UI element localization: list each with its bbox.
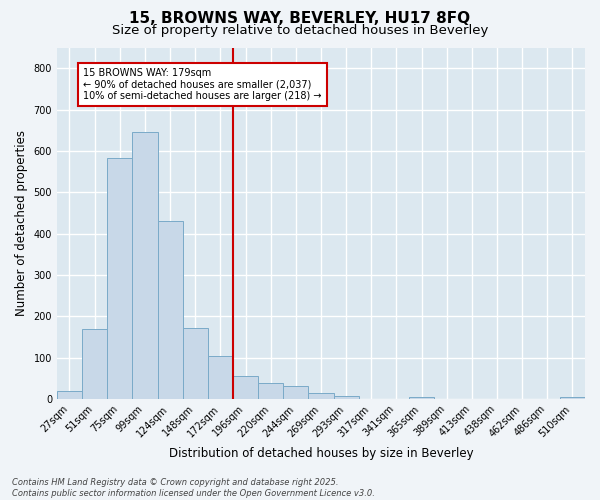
Bar xyxy=(409,397,434,399)
Bar xyxy=(158,221,182,399)
Bar xyxy=(57,390,82,399)
Bar xyxy=(182,328,208,399)
Text: 15 BROWNS WAY: 179sqm
← 90% of detached houses are smaller (2,037)
10% of semi-d: 15 BROWNS WAY: 179sqm ← 90% of detached … xyxy=(83,68,322,102)
Y-axis label: Number of detached properties: Number of detached properties xyxy=(15,130,28,316)
Bar xyxy=(107,158,133,399)
Bar xyxy=(560,397,585,399)
Bar xyxy=(334,396,359,399)
X-axis label: Distribution of detached houses by size in Beverley: Distribution of detached houses by size … xyxy=(169,447,473,460)
Text: Size of property relative to detached houses in Beverley: Size of property relative to detached ho… xyxy=(112,24,488,37)
Bar xyxy=(208,356,233,399)
Bar xyxy=(133,132,158,399)
Bar xyxy=(82,330,107,399)
Text: Contains HM Land Registry data © Crown copyright and database right 2025.
Contai: Contains HM Land Registry data © Crown c… xyxy=(12,478,375,498)
Bar xyxy=(258,383,283,399)
Bar xyxy=(283,386,308,399)
Text: 15, BROWNS WAY, BEVERLEY, HU17 8FQ: 15, BROWNS WAY, BEVERLEY, HU17 8FQ xyxy=(130,11,470,26)
Bar xyxy=(308,392,334,399)
Bar xyxy=(233,376,258,399)
